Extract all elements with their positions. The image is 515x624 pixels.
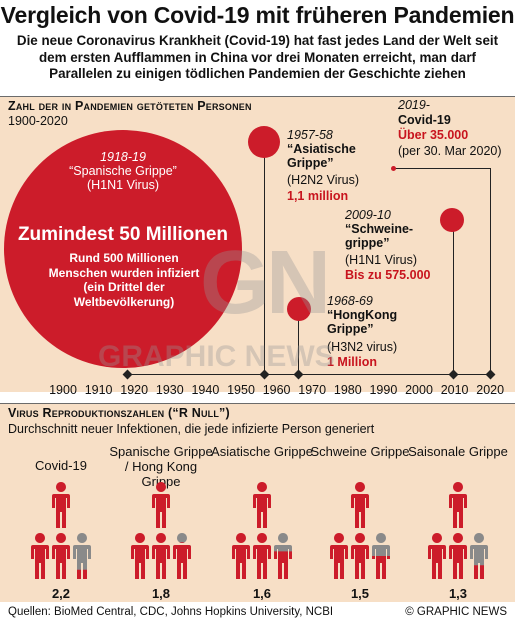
watermark-logo: GN xyxy=(200,233,331,333)
infected-person-icon xyxy=(52,482,70,528)
swine-line xyxy=(453,224,454,374)
spanish-virus: (H1N1 Virus) xyxy=(86,178,159,192)
axis-tick-label: 1980 xyxy=(333,383,362,397)
r0-value: 1,6 xyxy=(252,586,272,601)
partial-person-icon xyxy=(372,533,390,579)
person-icon xyxy=(31,533,49,579)
swine-years: 2009-10 xyxy=(345,208,391,222)
person-icon xyxy=(351,533,369,579)
person-icon xyxy=(52,533,70,579)
axis-tick-label: 1970 xyxy=(298,383,327,397)
axis-tick-label: 1920 xyxy=(120,383,149,397)
asian-name: “Asiatische Grippe” xyxy=(287,142,356,170)
spanish-note: Rund 500 Millionen Menschen wurden infiz… xyxy=(48,251,200,309)
person-icon xyxy=(253,533,271,579)
page-title: Vergleich von Covid-19 mit früheren Pand… xyxy=(0,2,515,28)
hongkong-line xyxy=(298,312,299,374)
axis-tick-label: 1930 xyxy=(155,383,184,397)
r0-column-label: Saisonale Grippe xyxy=(408,444,508,459)
covid-name: Covid-19 xyxy=(398,113,451,127)
axis-tick-label: 1990 xyxy=(369,383,398,397)
axis-line xyxy=(126,374,492,375)
spanish-deaths: Zumindest 50 Millionen xyxy=(17,224,229,245)
swine-virus: (H1N1 Virus) xyxy=(345,253,418,267)
axis-tick-label: 2010 xyxy=(440,383,469,397)
asian-years: 1957-58 xyxy=(287,128,333,142)
infected-person-icon xyxy=(449,482,467,528)
r0-column-label: Schweine Grippe xyxy=(310,444,410,459)
r0-value: 1,5 xyxy=(350,586,370,601)
hongkong-virus: (H3N2 virus) xyxy=(327,340,398,354)
axis-tick-label: 1940 xyxy=(191,383,220,397)
r0-heading: Virus Reproduktionszahlen (“R Null”) xyxy=(8,406,230,420)
r0-column-label: Asiatische Grippe xyxy=(211,444,313,459)
swine-flu-circle xyxy=(440,208,464,232)
person-icon xyxy=(428,533,446,579)
axis-tick-label: 1900 xyxy=(49,383,77,397)
r0-value: 1,3 xyxy=(448,586,468,601)
deaths-period: 1900-2020 xyxy=(8,114,68,128)
swine-deaths: Bis zu 575.000 xyxy=(345,268,431,282)
partial-person-icon xyxy=(470,533,488,579)
r0-column-label: Covid-19 xyxy=(34,458,88,473)
hongkong-flu-circle xyxy=(287,297,311,321)
credit: © GRAPHIC NEWS xyxy=(405,606,507,618)
axis-tick-label: 1960 xyxy=(262,383,291,397)
person-icon xyxy=(449,533,467,579)
asian-virus: (H2N2 Virus) xyxy=(287,173,360,187)
covid-connector xyxy=(393,168,490,169)
covid-deaths: Über 35.000 xyxy=(398,128,469,142)
axis-tick-label: 1950 xyxy=(227,383,255,397)
person-icon xyxy=(152,533,170,579)
asian-flu-circle xyxy=(248,126,280,158)
spanish-flu-circle xyxy=(4,130,242,368)
partial-person-icon xyxy=(173,533,191,579)
deaths-heading: Zahl der in Pandemien getöteten Personen xyxy=(8,99,252,113)
partial-person-icon xyxy=(274,533,292,579)
swine-name: “Schweine-grippe” xyxy=(345,222,414,250)
covid-circle xyxy=(391,166,396,171)
r0-column-label: Spanische Grippe / Hong Kong Grippe xyxy=(109,444,213,489)
spanish-years: 1918-19 xyxy=(100,150,146,164)
covid-line xyxy=(490,168,491,374)
covid-note: (per 30. Mar 2020) xyxy=(398,144,502,158)
hongkong-deaths: 1 Million xyxy=(327,355,377,369)
r0-value: 1,8 xyxy=(151,586,171,601)
spanish-name: “Spanische Grippe” xyxy=(69,164,177,178)
infected-person-icon xyxy=(152,482,170,528)
person-icon xyxy=(232,533,250,579)
infected-person-icon xyxy=(351,482,369,528)
covid-years: 2019- xyxy=(398,98,430,112)
page-subtitle: Die neue Coronavirus Krankheit (Covid-19… xyxy=(16,33,499,81)
deaths-heading-text: Zahl der in Pandemien getöteten Personen xyxy=(8,99,252,113)
watermark-text: GRAPHIC NEWS xyxy=(98,340,335,373)
r0-subheading: Durchschnitt neuer Infektionen, die jede… xyxy=(8,422,375,436)
hongkong-years: 1968-69 xyxy=(327,294,373,308)
axis-tick-label: 1910 xyxy=(84,383,113,397)
hongkong-name: “HongKong Grippe” xyxy=(327,308,398,336)
asian-deaths: 1,1 million xyxy=(287,189,349,203)
person-icon xyxy=(330,533,348,579)
infected-person-icon xyxy=(253,482,271,528)
r0-value: 2,2 xyxy=(51,586,71,601)
partial-person-icon xyxy=(73,533,91,579)
axis-tick-label: 2020 xyxy=(476,383,505,397)
asian-line xyxy=(264,142,265,374)
person-icon xyxy=(131,533,149,579)
sources: Quellen: BioMed Central, CDC, Johns Hopk… xyxy=(8,606,334,618)
axis-tick-label: 2000 xyxy=(405,383,433,397)
